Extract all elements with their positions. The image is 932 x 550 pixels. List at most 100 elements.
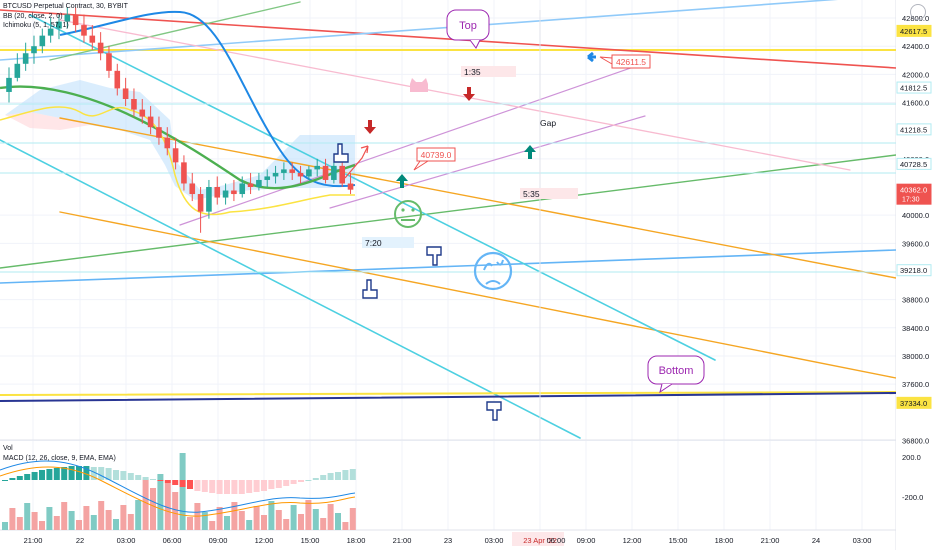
symbol-title[interactable]: BTCUSD Perpetual Contract, 30, BYBIT	[3, 3, 128, 10]
volume-bar	[312, 509, 319, 530]
volume-bar	[113, 519, 119, 530]
volume-bar	[253, 506, 260, 530]
price-label-upper-tail	[599, 56, 613, 65]
price-badge-box	[896, 264, 932, 277]
candles	[6, 7, 354, 233]
pointing-hand-icon-shape	[362, 279, 378, 299]
candle	[331, 162, 337, 184]
candle-body	[331, 165, 337, 180]
volume-bar	[342, 522, 349, 530]
macd-hist-bar	[83, 466, 90, 480]
macd-hist-bar	[231, 480, 238, 494]
candle-body	[314, 165, 321, 170]
ichimoku-indicator-label[interactable]: Ichimoku (5, 1, 57, 1)	[3, 22, 69, 29]
macd-hist-bar	[253, 480, 260, 492]
macd-hist-bar	[268, 480, 275, 489]
price-label-upper-box	[611, 54, 651, 69]
candle	[297, 165, 304, 184]
price-axis: 42800.042400.042000.041600.040800.040000…	[896, 0, 932, 550]
candle-body	[22, 53, 29, 64]
x-tick-label: 18:00	[347, 536, 366, 545]
candle	[322, 158, 329, 184]
volume-bar	[187, 517, 193, 530]
candle-body	[281, 169, 287, 173]
volume-bar	[246, 520, 253, 530]
volume-bar	[261, 515, 267, 530]
price-label-upper: 42611.5	[611, 54, 651, 69]
y-tick-label: 42000.0	[902, 70, 929, 79]
pink-trendline	[59, 19, 851, 171]
candle	[164, 127, 171, 156]
candle	[39, 28, 46, 54]
candle	[181, 155, 187, 191]
yellow-ma	[0, 106, 355, 216]
cyan-upper-trendline	[29, 14, 716, 361]
red-trendline	[0, 9, 897, 69]
candle	[114, 63, 121, 96]
candle-body	[64, 14, 71, 22]
macd-hist-bar	[68, 466, 75, 480]
candle-body	[306, 169, 312, 177]
candle-body	[231, 190, 237, 195]
candle-body	[164, 137, 171, 149]
bb-indicator-label[interactable]: BB (20, close, 2, 0)	[3, 12, 63, 20]
time-axis: 21:00 22 03:00 06:00 09:00 12:00 15:00 18:00 21:…	[24, 532, 871, 546]
x-tick-label: 24	[812, 536, 820, 545]
candle-body	[122, 88, 129, 99]
candle-body	[264, 176, 271, 180]
volume-bar	[179, 453, 186, 530]
candle	[106, 46, 112, 78]
volume-bar	[9, 508, 16, 530]
top-callout-tail	[469, 39, 481, 49]
macd-label[interactable]: MACD (12, 26, close, 9, EMA, EMA)	[3, 455, 116, 462]
volume-bar	[135, 500, 142, 530]
macd-hist-bar	[142, 477, 149, 480]
volume-bar	[127, 514, 134, 530]
annotations: Top Bottom 42611.5 40739.0 1:35 5:35 7:20 Gap	[333, 9, 705, 421]
volume-bar	[2, 522, 8, 530]
time-label-1-text: 1:35	[464, 67, 481, 77]
volume-bar	[98, 501, 105, 530]
time-label-3: 7:20	[362, 237, 414, 248]
macd-hist-bar	[105, 468, 112, 480]
price-badge: 39218.0	[896, 264, 932, 277]
trendlines	[0, 0, 897, 440]
x-tick-label: 18:00	[715, 536, 734, 545]
vol-label[interactable]: Vol	[3, 445, 13, 452]
top-callout: Top	[446, 9, 490, 49]
candle-body	[131, 99, 137, 110]
volume-bar	[150, 488, 156, 530]
volume-bar	[216, 507, 223, 530]
macd-hist-bar	[298, 480, 304, 482]
candle	[81, 14, 87, 43]
price-badge-text: 37334.0	[900, 399, 927, 408]
macd-hist-bar	[224, 480, 230, 494]
candle-body	[56, 21, 62, 29]
candle-body	[97, 42, 104, 54]
macd-hist-bar	[238, 480, 245, 494]
volume-bar	[90, 515, 97, 530]
x-tick-label: 22	[76, 536, 84, 545]
green-lower-trendline	[0, 154, 897, 269]
macd-hist-bar	[31, 472, 38, 480]
price-label-upper-text: 42611.5	[616, 57, 646, 67]
volume-bar	[76, 520, 82, 530]
orange-upper-trendline	[59, 117, 897, 279]
macd-hist-bar	[201, 480, 208, 492]
x-tick-label: 03:00	[117, 536, 136, 545]
candle	[56, 14, 62, 40]
y-tick-label: 38800.0	[902, 296, 929, 305]
macd-hist-bar	[305, 480, 312, 481]
volume-bar	[275, 510, 282, 530]
macd-hist-bar	[172, 480, 179, 485]
candle-body	[139, 109, 146, 117]
candle	[72, 7, 79, 33]
macd-hist-bar	[209, 480, 216, 493]
macd-hist-bar	[157, 480, 164, 481]
candle-body	[106, 53, 112, 71]
x-tick-label: 09:00	[577, 536, 596, 545]
settings-icon[interactable]	[910, 4, 926, 20]
candle-body	[81, 25, 87, 36]
volume-bar	[268, 501, 275, 530]
